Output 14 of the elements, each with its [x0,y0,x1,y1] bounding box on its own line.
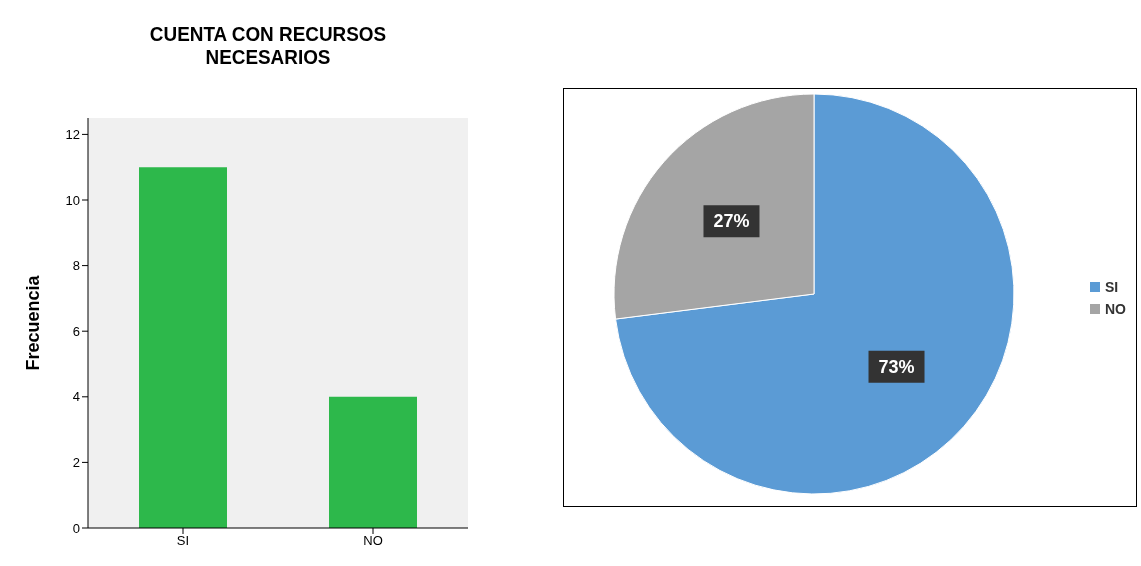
y-axis-title: Frecuencia [23,274,44,371]
y-tick-label: 10 [65,192,80,208]
y-tick-label: 12 [65,127,80,143]
data-label: 27% [713,211,750,232]
legend-label: SI [1105,278,1119,295]
y-tick-label: 0 [72,520,80,536]
chart-title: CUENTA CON RECURSOS NECESARIOS [148,22,388,68]
pie-slice [615,93,1015,495]
y-tick-label: 8 [72,258,80,274]
legend-label: NO [1105,300,1126,317]
y-tick-label: 6 [72,323,80,339]
y-tick-label: 4 [72,389,80,405]
y-tick-label: 2 [72,455,80,471]
data-label: 73% [878,356,915,377]
